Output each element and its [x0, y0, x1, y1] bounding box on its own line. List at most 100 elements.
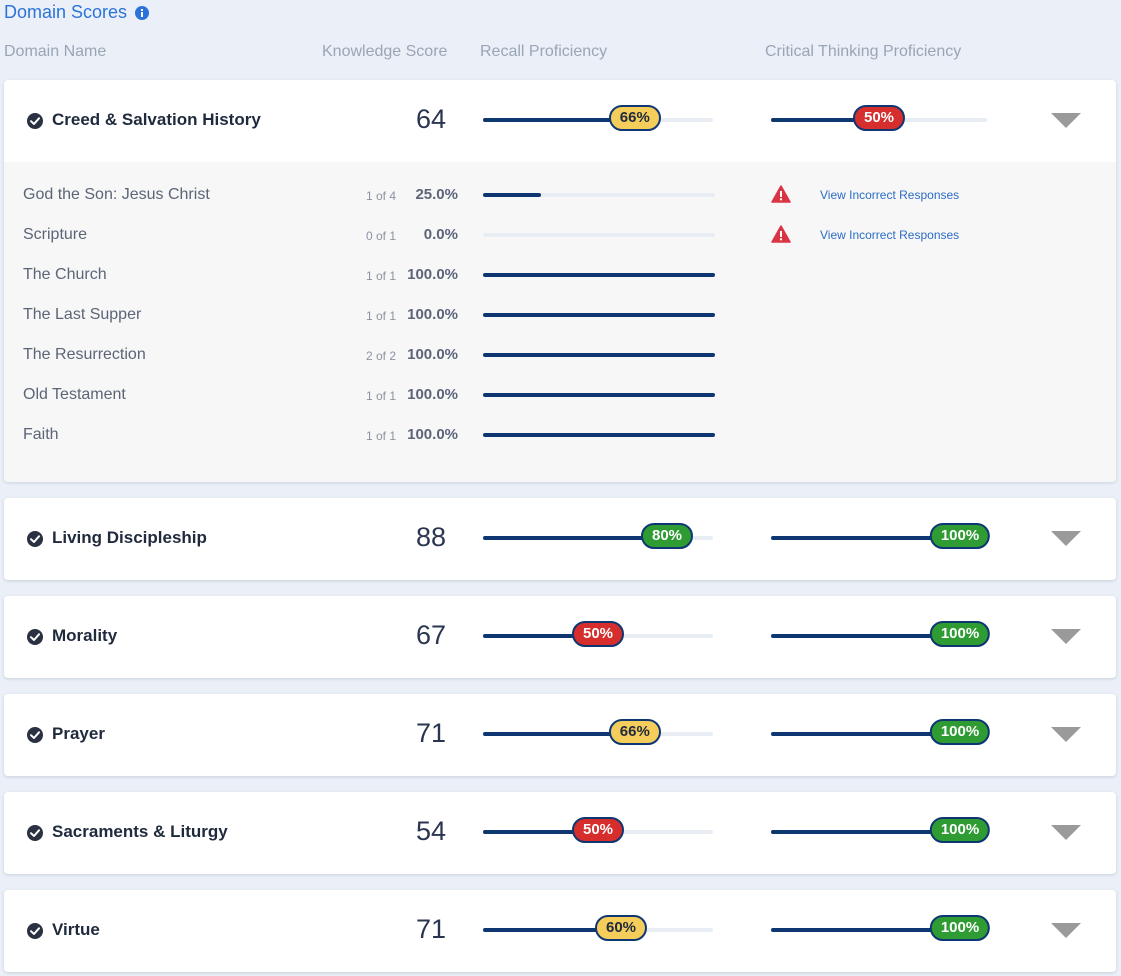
recall-proficiency-badge: 80% [640, 523, 694, 549]
critical-thinking-proficiency-badge: 100% [929, 621, 991, 647]
domain-name: Sacraments & Liturgy [52, 822, 228, 841]
column-header-critical-thinking-proficiency: Critical Thinking Proficiency [765, 43, 962, 60]
expand-caret-icon[interactable] [1051, 825, 1081, 840]
domain-card: Sacraments & Liturgy 54 50% 100% [4, 792, 1116, 874]
domain-card: Creed & Salvation History 64 66% 50% God the… [4, 80, 1116, 482]
recall-proficiency-badge: 60% [594, 915, 648, 941]
critical-thinking-proficiency-badge: 50% [852, 105, 906, 131]
domain-row[interactable]: Prayer 71 66% 100% [4, 694, 1116, 776]
subdomain-name: Faith [23, 426, 59, 443]
subdomain-fraction: 1 of 1 [365, 429, 396, 443]
critical-thinking-proficiency-badge: 100% [929, 523, 991, 549]
critical-thinking-proficiency-badge: 100% [929, 719, 991, 745]
domain-name: Morality [52, 626, 118, 645]
subdomain-progress-track [483, 273, 715, 277]
subdomain-progress-track [483, 393, 715, 397]
subdomain-progress-track [483, 353, 715, 357]
subdomain-row: Scripture 0 of 1 0.0% View Incorrect Respon… [4, 214, 1116, 254]
recall-proficiency-badge: 66% [608, 719, 661, 745]
warning-icon [771, 185, 791, 203]
page-title: Domain Scores [4, 2, 128, 22]
domain-name: Virtue [52, 920, 100, 939]
recall-proficiency-fill [483, 830, 598, 834]
recall-proficiency-track: 50% [483, 621, 713, 647]
subdomain-fraction: 0 of 1 [365, 229, 396, 243]
knowledge-score: 54 [415, 816, 446, 846]
domain-name: Creed & Salvation History [52, 110, 261, 129]
recall-proficiency-fill [483, 536, 667, 540]
subdomain-name: Old Testament [23, 386, 126, 403]
subdomain-row: Faith 1 of 1 100.0% [4, 414, 1116, 454]
expand-caret-icon[interactable] [1051, 531, 1081, 546]
subdomain-row: God the Son: Jesus Christ 1 of 4 25.0% View… [4, 174, 1116, 214]
subdomain-name: Scripture [23, 226, 88, 243]
subdomain-percent: 100.0% [407, 386, 458, 403]
critical-thinking-proficiency-badge: 100% [929, 915, 991, 941]
knowledge-score: 71 [415, 914, 446, 944]
view-incorrect-responses-link[interactable]: View Incorrect Responses [820, 228, 960, 242]
domain-card: Prayer 71 66% 100% [4, 694, 1116, 776]
column-header-knowledge-score: Knowledge Score [322, 43, 448, 60]
subdomain-progress-fill [483, 393, 715, 397]
critical-thinking-proficiency-track: 100% [771, 915, 991, 941]
check-circle-icon [27, 629, 43, 645]
recall-proficiency-fill [483, 928, 621, 932]
critical-thinking-proficiency-badge: 100% [929, 817, 991, 843]
knowledge-score: 71 [415, 718, 446, 748]
subdomain-name: The Resurrection [23, 346, 146, 363]
domain-row[interactable]: Living Discipleship 88 80% 100% [4, 498, 1116, 580]
section-header: Domain Scores [4, 2, 150, 23]
critical-thinking-proficiency-track: 50% [771, 105, 987, 131]
critical-thinking-proficiency-fill [771, 536, 987, 540]
subdomain-list: God the Son: Jesus Christ 1 of 4 25.0% View… [4, 162, 1116, 482]
knowledge-score: 88 [415, 522, 446, 552]
info-icon[interactable] [135, 5, 150, 20]
domain-card: Morality 67 50% 100% [4, 596, 1116, 678]
knowledge-score: 67 [415, 620, 446, 650]
critical-thinking-proficiency-track: 100% [771, 523, 991, 549]
recall-proficiency-fill [483, 118, 635, 122]
check-circle-icon [27, 825, 43, 841]
expand-caret-icon[interactable] [1051, 113, 1081, 128]
recall-proficiency-fill [483, 634, 598, 638]
subdomain-fraction: 1 of 4 [365, 189, 396, 203]
critical-thinking-proficiency-track: 100% [771, 719, 991, 745]
subdomain-progress-track [483, 193, 715, 197]
expand-caret-icon[interactable] [1051, 923, 1081, 938]
column-header-recall-proficiency: Recall Proficiency [480, 43, 608, 60]
domain-row[interactable]: Virtue 71 60% 100% [4, 890, 1116, 972]
subdomain-name: God the Son: Jesus Christ [23, 186, 210, 203]
domain-name: Living Discipleship [52, 528, 207, 547]
subdomain-percent: 100.0% [407, 346, 458, 363]
check-circle-icon [27, 531, 43, 547]
domain-card: Virtue 71 60% 100% [4, 890, 1116, 972]
domain-row[interactable]: Sacraments & Liturgy 54 50% 100% [4, 792, 1116, 874]
subdomain-progress-track [483, 313, 715, 317]
domain-name: Prayer [52, 724, 105, 743]
expand-caret-icon[interactable] [1051, 629, 1081, 644]
subdomain-row: The Church 1 of 1 100.0% [4, 254, 1116, 294]
subdomain-fraction: 2 of 2 [365, 349, 396, 363]
check-circle-icon [27, 113, 43, 129]
subdomain-percent: 100.0% [407, 306, 458, 323]
subdomain-percent: 100.0% [407, 266, 458, 283]
recall-proficiency-fill [483, 732, 635, 736]
critical-thinking-proficiency-track: 100% [771, 817, 991, 843]
subdomain-fraction: 1 of 1 [365, 269, 396, 283]
recall-proficiency-track: 66% [483, 105, 713, 131]
subdomain-progress-fill [483, 313, 715, 317]
recall-proficiency-badge: 50% [571, 817, 625, 843]
expand-caret-icon[interactable] [1051, 727, 1081, 742]
critical-thinking-proficiency-track: 100% [771, 621, 991, 647]
view-incorrect-responses-link[interactable]: View Incorrect Responses [820, 188, 960, 202]
subdomain-name: The Church [23, 266, 107, 283]
domain-row[interactable]: Creed & Salvation History 64 66% 50% [4, 80, 1116, 162]
subdomain-name: The Last Supper [23, 306, 142, 323]
check-circle-icon [27, 727, 43, 743]
critical-thinking-proficiency-fill [771, 732, 987, 736]
recall-proficiency-track: 66% [483, 719, 713, 745]
critical-thinking-proficiency-fill [771, 118, 879, 122]
subdomain-percent: 25.0% [415, 186, 458, 203]
domain-row[interactable]: Morality 67 50% 100% [4, 596, 1116, 678]
domain-card: Living Discipleship 88 80% 100% [4, 498, 1116, 580]
